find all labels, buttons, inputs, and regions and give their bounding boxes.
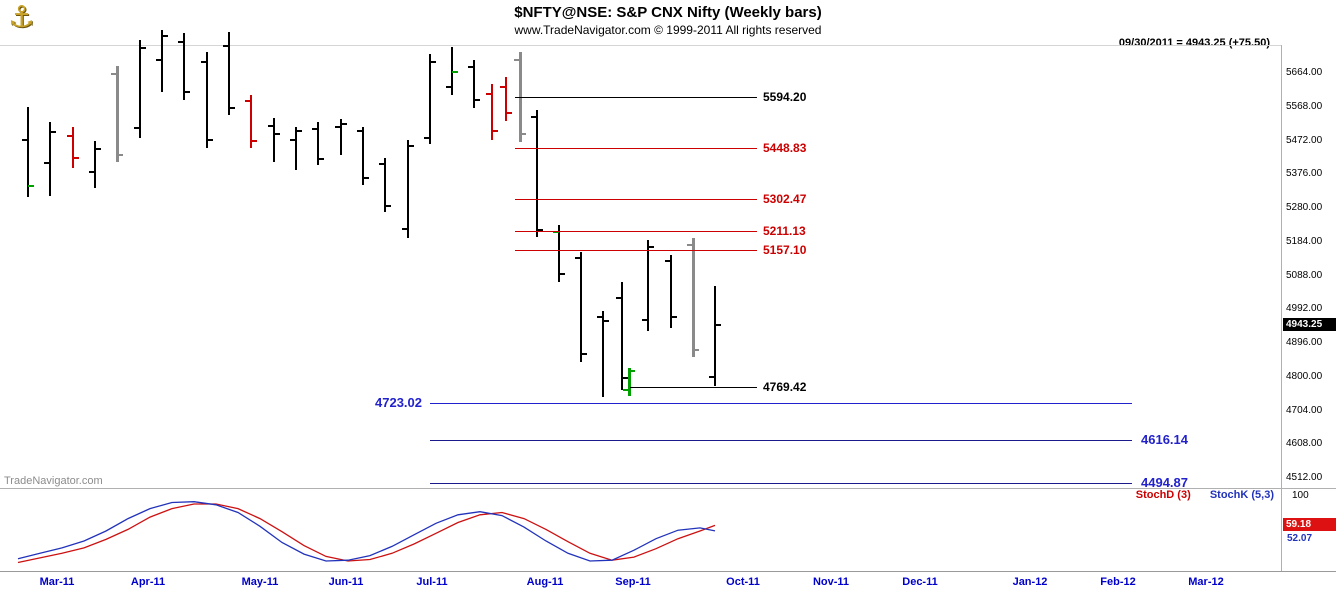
x-axis-label: Sep-11 [615,576,651,588]
price-axis-label: 4992.00 [1286,303,1323,315]
price-axis-label: 4800.00 [1286,370,1323,382]
price-axis-label: 4704.00 [1286,404,1323,416]
price-axis-label: 5280.00 [1286,202,1323,213]
x-axis-label: Apr-11 [130,576,166,588]
watermark: TradeNavigator.com [4,475,103,487]
x-axis-label: Jul-11 [416,576,448,588]
axis-divider [0,571,1336,572]
price-axis-label: 5376.00 [1286,168,1323,180]
stochk-value: 52.07 [1287,532,1313,544]
chart-title: $NFTY@NSE: S&P CNX Nifty (Weekly bars) [514,4,822,21]
price-axis-label: 5472.00 [1286,134,1323,146]
ohlc-open-tick [178,41,184,44]
price-axis-label: 4512.00 [1286,472,1323,483]
stochd-value-badge: 59.18 [1283,518,1336,532]
last-bar-readout: 09/30/2011 = 4943.25 (+75.50) [1118,37,1270,49]
price-axis-label: 5568.00 [1286,100,1323,112]
stochd-legend-label[interactable]: StochD (3) [1135,489,1191,501]
x-axis-label: Nov-11 [812,576,850,588]
x-axis-label: May-11 [241,576,279,588]
price-axis-label: 5184.00 [1286,235,1323,247]
x-axis-label: Jan-12 [1012,576,1048,588]
x-axis-label: Mar-12 [1188,576,1224,588]
x-axis-label: Feb-12 [1100,576,1136,588]
price-chart-area[interactable] [0,45,1281,489]
x-axis-label: Aug-11 [526,576,564,588]
price-axis-label: 4896.00 [1286,337,1323,348]
tradenavigator-logo-icon: ⚓ [8,1,35,34]
x-axis-label: Oct-11 [726,576,760,588]
panel-divider [0,488,1336,489]
axis-separator [1281,45,1282,571]
chart-copyright: www.TradeNavigator.com © 1999-2011 All r… [514,23,822,37]
stochastic-panel[interactable] [0,492,1281,571]
x-axis-label: Dec-11 [902,576,938,588]
price-axis-label: 5088.00 [1286,269,1323,281]
stoch-axis-max-label: 100 [1292,490,1309,501]
x-axis-label: Jun-11 [328,576,364,588]
x-axis-label: Mar-11 [39,576,75,588]
stochk-legend-label[interactable]: StochK (5,3) [1209,489,1274,501]
price-axis-label: 5664.00 [1286,67,1323,78]
stoch-legend: StochD (3) StochK (5,3) [1120,489,1274,501]
price-axis-label: 4608.00 [1286,438,1323,450]
last-price-badge: 4943.25 [1283,318,1336,332]
